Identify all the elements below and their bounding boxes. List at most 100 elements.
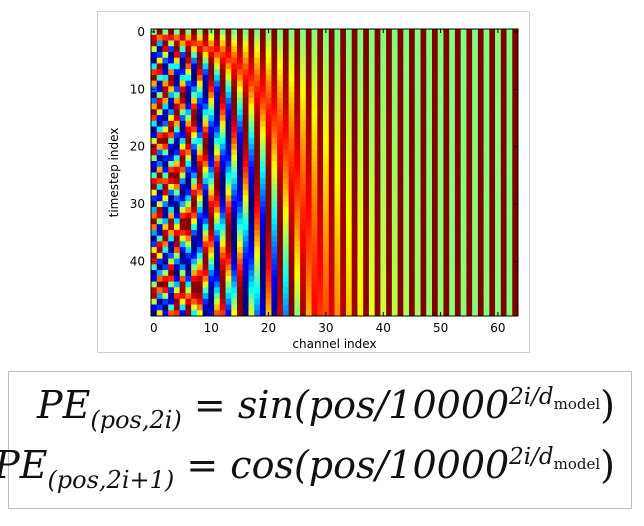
heatmap-cell [334, 143, 341, 150]
heatmap-cell [426, 183, 433, 191]
heatmap-cell [191, 149, 198, 156]
heatmap-cell [219, 109, 226, 116]
heatmap-cell [271, 155, 278, 162]
heatmap-cell [414, 310, 421, 317]
heatmap-cell [259, 155, 267, 162]
heatmap-cell [506, 155, 513, 162]
heatmap-cell [357, 161, 364, 168]
heatmap-cell [305, 92, 312, 99]
heatmap-cell [191, 46, 198, 53]
heatmap-cell [305, 235, 312, 242]
heatmap-cell [374, 287, 381, 294]
heatmap-cell [500, 109, 507, 116]
heatmap-cell [323, 281, 330, 288]
heatmap-cell [340, 143, 347, 150]
heatmap-cell [340, 178, 347, 185]
heatmap-cell [357, 310, 364, 317]
heatmap-cell [277, 109, 284, 116]
heatmap-cell [437, 115, 444, 122]
heatmap-cell [437, 235, 444, 242]
heatmap-cell [231, 29, 238, 36]
heatmap-cell [443, 310, 450, 317]
heatmap-cell [460, 143, 467, 150]
heatmap-cell [512, 46, 519, 53]
heatmap-cell [431, 298, 439, 305]
heatmap-cell [437, 229, 444, 237]
heatmap-cell [202, 69, 209, 76]
heatmap-cell [191, 51, 198, 59]
heatmap-cell [248, 166, 255, 173]
heatmap-cell [397, 126, 404, 133]
heatmap-cell [472, 275, 479, 282]
heatmap-cell [431, 103, 439, 110]
heatmap-cell [477, 132, 484, 139]
heatmap-cell [397, 183, 404, 191]
heatmap-cell [191, 120, 198, 127]
heatmap-cell [426, 46, 433, 53]
heatmap-cell [248, 161, 255, 168]
heatmap-cell [437, 212, 444, 219]
heatmap-cell [208, 218, 215, 225]
heatmap-cell [214, 161, 221, 168]
heatmap-cell [380, 218, 387, 225]
heatmap-cell [449, 189, 456, 196]
heatmap-cell [397, 218, 404, 225]
heatmap-cell [317, 201, 324, 208]
heatmap-cell [300, 63, 307, 70]
heatmap-cell [506, 275, 513, 282]
heatmap-cell [317, 183, 324, 191]
heatmap-cell [282, 161, 290, 168]
heatmap-cell [403, 109, 410, 116]
heatmap-cell [386, 115, 393, 122]
heatmap-cell [225, 293, 232, 300]
heatmap-cell [151, 132, 158, 139]
heatmap-cell [443, 132, 450, 139]
heatmap-cell [179, 310, 186, 317]
heatmap-cell [351, 218, 358, 225]
heatmap-cell [351, 252, 358, 259]
heatmap-cell [162, 281, 169, 288]
heatmap-cell [454, 103, 462, 110]
heatmap-cell [151, 172, 158, 179]
heatmap-cell [363, 195, 370, 202]
heatmap-cell [185, 241, 192, 248]
heatmap-cell [219, 40, 226, 47]
heatmap-cell [179, 166, 186, 173]
heatmap-cell [156, 132, 163, 139]
heatmap-cell [500, 57, 507, 64]
heatmap-cell [472, 270, 479, 277]
heatmap-cell [512, 120, 519, 127]
heatmap-cell [500, 126, 507, 133]
heatmap-cell [151, 229, 158, 237]
heatmap-cell [231, 287, 238, 294]
heatmap-cell [202, 74, 209, 82]
heatmap-cell [334, 80, 341, 87]
heatmap-cell [500, 183, 507, 191]
heatmap-cell [489, 51, 496, 59]
heatmap-cell [426, 293, 433, 300]
heatmap-cell [168, 310, 175, 317]
heatmap-cell [374, 166, 381, 173]
heatmap-cell [397, 63, 404, 70]
heatmap-cell [345, 264, 353, 271]
heatmap-cell [168, 155, 175, 162]
heatmap-cell [323, 143, 330, 150]
heatmap-cell [351, 138, 358, 145]
heatmap-cell [506, 218, 513, 225]
heatmap-cell [237, 235, 244, 242]
heatmap-cell [500, 138, 507, 145]
heatmap-cell [340, 247, 347, 254]
heatmap-cell [156, 275, 163, 282]
heatmap-cell [345, 183, 353, 191]
heatmap-cell [254, 29, 261, 36]
heatmap-cell [483, 218, 490, 225]
heatmap-cell [323, 195, 330, 202]
heatmap-cell [248, 241, 255, 248]
heatmap-cell [466, 206, 473, 214]
heatmap-cell [151, 149, 158, 156]
heatmap-cell [363, 229, 370, 237]
heatmap-cell [334, 293, 341, 300]
heatmap-cell [156, 120, 163, 127]
heatmap-cell [231, 258, 238, 265]
heatmap-cell [219, 80, 226, 87]
